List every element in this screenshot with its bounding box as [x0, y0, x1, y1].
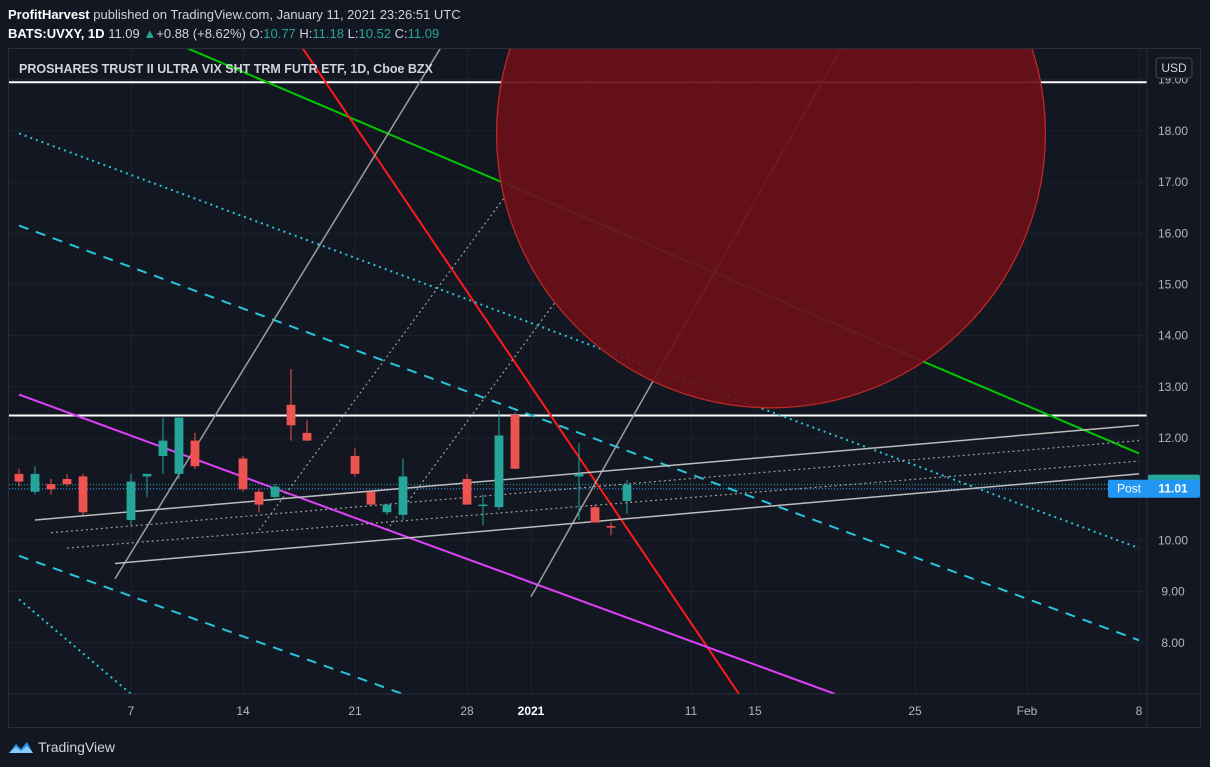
candle-body[interactable]	[382, 504, 392, 513]
chart-header: ProfitHarvest published on TradingView.c…	[8, 6, 461, 42]
trend-line[interactable]	[18, 598, 132, 694]
tradingview-footer[interactable]: TradingView	[8, 737, 115, 757]
candle-body[interactable]	[510, 415, 520, 469]
currency-label: USD	[1161, 61, 1187, 75]
candle-body[interactable]	[398, 476, 408, 515]
post-label: Post	[1117, 482, 1142, 496]
candle-body[interactable]	[574, 473, 584, 477]
x-tick-label: Feb	[1017, 704, 1038, 718]
candle-body[interactable]	[270, 486, 280, 497]
price-change: +0.88 (+8.62%)	[156, 26, 246, 41]
trend-line[interactable]	[18, 224, 1140, 642]
candle-body[interactable]	[126, 481, 136, 520]
candle-body[interactable]	[14, 473, 24, 482]
candle-body[interactable]	[46, 484, 56, 490]
trend-line[interactable]	[34, 424, 1140, 521]
up-arrow-icon: ▲	[143, 26, 157, 41]
y-tick-label: 16.00	[1158, 226, 1188, 240]
y-tick-label: 10.00	[1158, 533, 1188, 547]
y-tick-label: 9.00	[1161, 585, 1185, 599]
target-circle[interactable]	[496, 49, 1046, 409]
symbol-label[interactable]: BATS:UVXY, 1D	[8, 26, 105, 41]
low-label: L:	[347, 26, 359, 41]
candle-body[interactable]	[606, 526, 616, 528]
x-tick-label: 15	[748, 704, 762, 718]
post-price: 11.01	[1158, 482, 1188, 496]
trend-line[interactable]	[18, 554, 404, 694]
high-value: 11.18	[312, 26, 344, 41]
x-tick-label: 21	[348, 704, 362, 718]
post-market-badge: Post 11.01	[1108, 479, 1200, 498]
x-tick-label: 11	[685, 704, 698, 718]
high-label: H:	[299, 26, 313, 41]
candle-body[interactable]	[494, 435, 504, 508]
candle-body[interactable]	[622, 484, 632, 502]
open-value: 10.77	[263, 26, 296, 41]
y-tick-label: 14.00	[1158, 329, 1188, 343]
y-tick-label: 15.00	[1158, 277, 1188, 291]
open-label: O:	[249, 26, 264, 41]
x-tick-label: 28	[460, 704, 474, 718]
price-chart[interactable]: 8.009.0010.0011.0012.0013.0014.0015.0016…	[9, 49, 1200, 727]
low-value: 10.52	[358, 26, 392, 41]
x-tick-label: 25	[908, 704, 922, 718]
y-tick-label: 13.00	[1158, 380, 1188, 394]
y-tick-label: 18.00	[1158, 124, 1188, 138]
trend-line[interactable]	[50, 440, 1140, 534]
x-tick-label: 2021	[518, 704, 545, 718]
author-name[interactable]: ProfitHarvest	[8, 7, 90, 22]
y-tick-label: 17.00	[1158, 175, 1188, 189]
candle-body[interactable]	[462, 479, 472, 505]
trend-line[interactable]	[114, 473, 1140, 565]
x-tick-label: 8	[1136, 704, 1143, 718]
candle-body[interactable]	[238, 458, 248, 490]
candle-body[interactable]	[350, 455, 360, 474]
chart-pane[interactable]: 8.009.0010.0011.0012.0013.0014.0015.0016…	[8, 48, 1201, 728]
candle-body[interactable]	[478, 504, 488, 507]
trend-line[interactable]	[18, 393, 836, 694]
candle-body[interactable]	[302, 432, 312, 441]
x-tick-label: 7	[128, 704, 135, 718]
chart-title: PROSHARES TRUST II ULTRA VIX SHT TRM FUT…	[19, 62, 434, 76]
brand-name: TradingView	[38, 739, 116, 755]
tradingview-logo-icon	[9, 742, 33, 753]
published-text: published on TradingView.com, January 11…	[93, 7, 461, 22]
trend-line[interactable]	[66, 460, 1140, 549]
post-badge-bg	[1108, 479, 1200, 498]
candle-body[interactable]	[286, 404, 296, 426]
candle-body[interactable]	[190, 440, 200, 467]
candle-body[interactable]	[62, 479, 72, 485]
close-label: C:	[394, 26, 408, 41]
x-tick-label: 14	[236, 704, 250, 718]
candle-body[interactable]	[78, 476, 88, 513]
y-tick-label: 12.00	[1158, 431, 1188, 445]
candle-body[interactable]	[142, 473, 152, 477]
currency-button[interactable]: USD	[1155, 57, 1193, 79]
candle-body[interactable]	[158, 440, 168, 456]
candle-body[interactable]	[366, 491, 376, 505]
candle-body[interactable]	[590, 507, 600, 523]
ohlc-legend: BATS:UVXY, 1D 11.09 ▲+0.88 (+8.62%) O:10…	[8, 25, 461, 42]
candle-body[interactable]	[254, 491, 264, 505]
trend-line[interactable]	[291, 49, 740, 694]
candle-body[interactable]	[174, 417, 184, 474]
close-value: 11.09	[407, 26, 440, 41]
trend-line[interactable]	[18, 132, 1140, 550]
publish-info: ProfitHarvest published on TradingView.c…	[8, 6, 461, 23]
candle-body[interactable]	[30, 473, 40, 492]
last-price: 11.09	[108, 26, 140, 41]
y-tick-label: 8.00	[1161, 636, 1185, 650]
trend-line[interactable]	[114, 49, 451, 580]
